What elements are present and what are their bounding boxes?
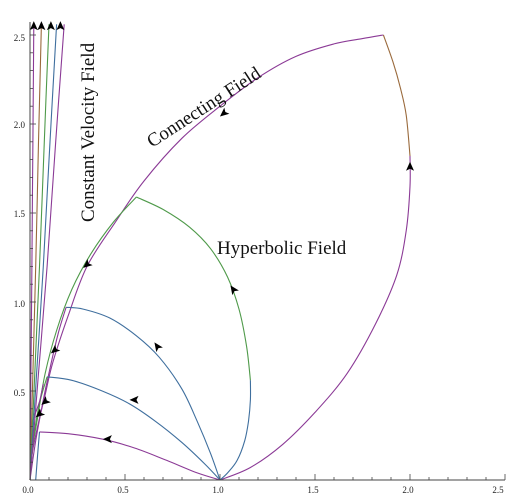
field-curve-14: [29, 24, 42, 481]
arrow-head-shape-10: [29, 21, 38, 31]
arrow-head-shape-2: [406, 161, 414, 171]
constant-velocity-field-label: Constant Velocity Field: [78, 42, 99, 222]
arrow-head-shape-0: [219, 107, 230, 117]
field-curve-11: [35, 431, 41, 481]
field-curve-1: [382, 34, 411, 157]
x-tick-label-5: 2.5: [492, 485, 504, 495]
field-curve-5: [219, 380, 252, 481]
arrow-head-shape-3: [230, 285, 239, 296]
arrow-head-shape-6: [102, 435, 112, 444]
field-curve-2: [219, 155, 411, 481]
x-tick-label-1: 0.5: [117, 485, 129, 495]
arrow-head-shape-5: [129, 395, 139, 404]
connecting-field-label: Connecting Field: [143, 63, 265, 152]
arrow-head-5: [129, 395, 139, 404]
arrow-head-3: [230, 285, 239, 296]
x-tick-label-0: 0.0: [22, 485, 34, 495]
arrow-head-shape-12: [46, 21, 55, 31]
axis-ticks: [30, 34, 506, 480]
field-curve-15: [29, 24, 50, 481]
y-tick-label-1: 1.0: [14, 299, 26, 309]
arrow-head-shape-13: [56, 21, 65, 31]
arrow-head-1: [83, 258, 93, 268]
x-tick-label-4: 2.0: [402, 485, 414, 495]
arrow-head-4: [154, 342, 163, 353]
arrow-head-2: [406, 161, 414, 171]
x-tick-label-2: 1.0: [212, 485, 224, 495]
field-curve-10: [39, 431, 221, 481]
arrow-head-shape-8: [41, 396, 51, 405]
arrow-head-8: [41, 396, 51, 405]
arrow-head-shape-11: [37, 21, 46, 31]
arrow-head-0: [219, 107, 230, 117]
arrow-head-6: [102, 435, 112, 444]
arrow-head-11: [37, 21, 46, 31]
arrow-head-shape-7: [50, 344, 61, 354]
y-tick-label-2: 1.5: [14, 209, 26, 219]
direction-arrows: [29, 21, 414, 444]
x-tick-label-3: 1.5: [307, 485, 319, 495]
arrow-head-12: [46, 21, 55, 31]
arrow-head-shape-4: [154, 342, 163, 353]
field-curve-4: [136, 196, 251, 381]
field-curve-3: [29, 196, 137, 481]
field-curve-7: [29, 307, 67, 481]
y-tick-label-4: 2.5: [14, 33, 26, 43]
hyperbolic-field-label: Hyperbolic Field: [217, 238, 347, 259]
field-curve-17: [29, 24, 65, 481]
arrow-head-9: [35, 408, 46, 418]
field-curve-6: [66, 306, 221, 481]
arrow-head-13: [56, 21, 65, 31]
y-tick-label-0: 0.5: [14, 388, 26, 398]
arrow-head-7: [50, 344, 61, 354]
arrow-head-shape-9: [35, 408, 46, 418]
arrow-head-10: [29, 21, 38, 31]
field-curve-8: [47, 376, 221, 481]
arrow-head-shape-1: [83, 258, 93, 268]
field-curve-16: [29, 24, 58, 481]
y-tick-label-3: 2.0: [14, 120, 26, 130]
